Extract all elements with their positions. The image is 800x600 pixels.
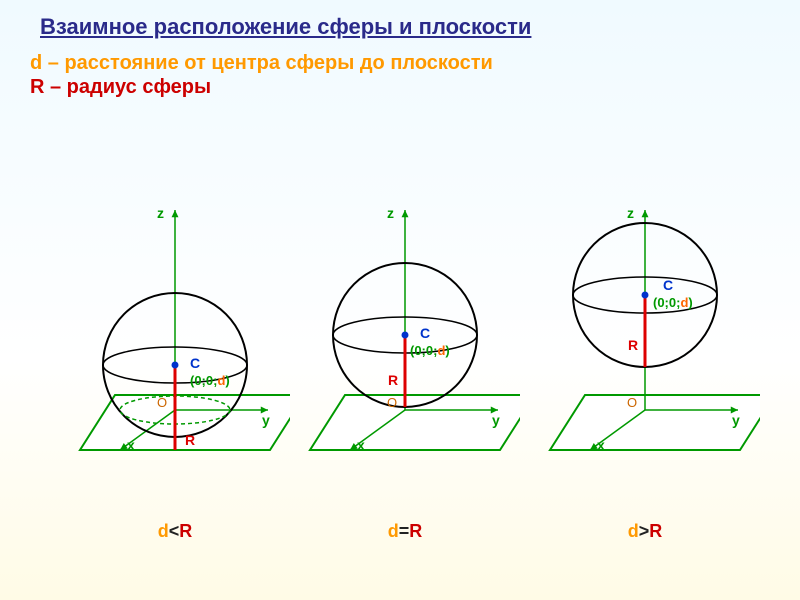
diagram-d-gt-r: z y x О C (0;0;d) R d>R <box>530 200 760 550</box>
z-label: z <box>627 205 634 221</box>
center-label: C <box>190 355 200 371</box>
plane <box>550 395 760 450</box>
subtitle-distance: d – расстояние от центра сферы до плоско… <box>0 40 800 76</box>
plane <box>310 395 520 450</box>
origin-label: О <box>157 395 167 410</box>
radius-label: R <box>628 337 638 353</box>
center-label: C <box>420 325 430 341</box>
center-coords: (0;0;d) <box>190 373 230 388</box>
radius-label: R <box>388 372 398 388</box>
center-point <box>642 292 649 299</box>
y-label: y <box>732 412 740 428</box>
diagram-caption: d=R <box>290 521 520 542</box>
diagrams-row: z y x О C (0;0;d) R d<R <box>0 200 800 580</box>
radius-label: R <box>185 432 195 448</box>
center-coords: (0;0;d) <box>653 295 693 310</box>
x-label: x <box>357 437 365 453</box>
main-title: Взаимное расположение сферы и плоскости <box>0 0 800 40</box>
center-point <box>172 362 179 369</box>
subtitle-radius: R – радиус сферы <box>0 76 800 99</box>
center-point <box>402 332 409 339</box>
x-label: x <box>127 437 135 453</box>
z-label: z <box>157 205 164 221</box>
y-label: y <box>262 412 270 428</box>
origin-label: О <box>387 395 397 410</box>
origin-label: О <box>627 395 637 410</box>
y-label: y <box>492 412 500 428</box>
diagram-svg: z y x О C (0;0;d) R <box>290 200 520 510</box>
center-coords: (0;0;d) <box>410 343 450 358</box>
z-label: z <box>387 205 394 221</box>
diagram-d-eq-r: z y x О C (0;0;d) R d=R <box>290 200 520 550</box>
center-label: C <box>663 277 673 293</box>
diagram-d-less-r: z y x О C (0;0;d) R d<R <box>60 200 290 550</box>
diagram-caption: d>R <box>530 521 760 542</box>
diagram-svg: z y x О C (0;0;d) R <box>60 200 290 510</box>
x-label: x <box>597 437 605 453</box>
diagram-caption: d<R <box>60 521 290 542</box>
diagram-svg: z y x О C (0;0;d) R <box>530 200 760 510</box>
